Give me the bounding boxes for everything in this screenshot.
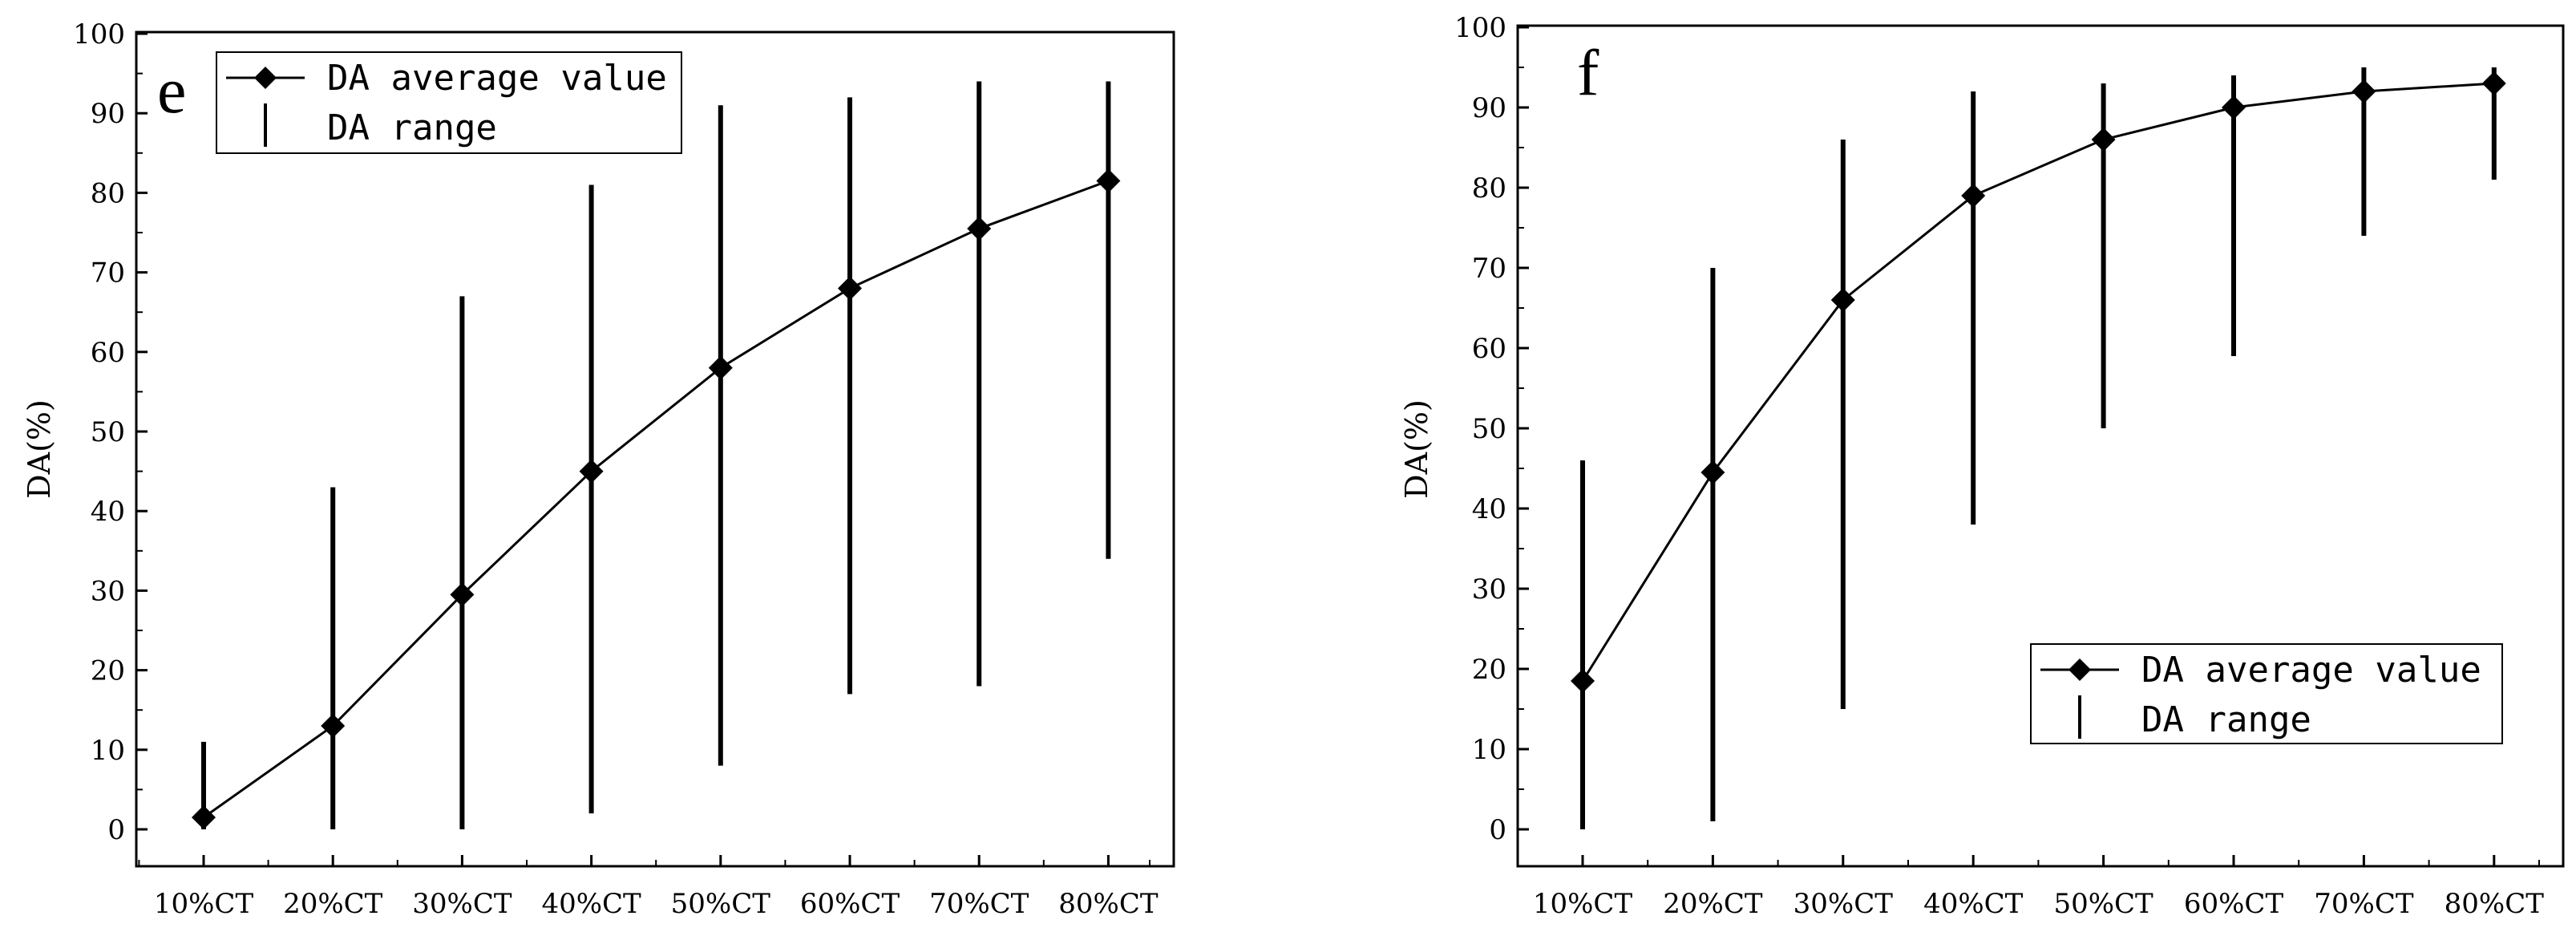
x-tick-label: 40%CT bbox=[1923, 888, 2024, 920]
y-tick-label: 0 bbox=[107, 814, 125, 846]
x-tick-label: 80%CT bbox=[1058, 888, 1159, 920]
legend-label-average: DA average value bbox=[2141, 650, 2481, 691]
average-marker bbox=[1096, 168, 1121, 193]
x-tick-label: 30%CT bbox=[1793, 888, 1894, 920]
y-tick-label: 60 bbox=[1472, 333, 1506, 365]
plot-frame bbox=[135, 30, 1175, 868]
chart-panel-e: 0 10 20 30 40 50 60 70 80 90 100 10%CT 20%CT 30%CT 40%… bbox=[22, 18, 1175, 920]
x-tick-label: 50%CT bbox=[2053, 888, 2153, 920]
chart-panel-f: 0 10 20 30 40 50 60 70 80 90 100 10%CT 20%CT 30%CT 40%… bbox=[1399, 12, 2565, 920]
y-tick-label: 90 bbox=[1472, 92, 1506, 124]
average-marker bbox=[1571, 669, 1595, 693]
average-marker bbox=[1961, 184, 1986, 208]
legend-label-range: DA range bbox=[327, 107, 497, 148]
y-tick-label: 40 bbox=[1472, 493, 1506, 525]
x-tick-label: 70%CT bbox=[2314, 888, 2414, 920]
y-tick-label: 30 bbox=[91, 575, 125, 607]
y-axis-title: DA(%) bbox=[22, 399, 57, 499]
y-tick-label: 30 bbox=[1472, 573, 1506, 606]
legend-label-average: DA average value bbox=[327, 58, 667, 99]
average-marker bbox=[1830, 288, 1855, 312]
legend-label-range: DA range bbox=[2141, 699, 2311, 740]
y-tick-label: 80 bbox=[91, 177, 125, 209]
y-tick-label: 20 bbox=[1472, 654, 1506, 686]
x-tick-label: 10%CT bbox=[1533, 888, 1633, 920]
y-tick-label: 100 bbox=[73, 18, 125, 51]
x-tick-label: 60%CT bbox=[800, 888, 900, 920]
average-marker bbox=[2352, 79, 2376, 103]
x-tick-label: 80%CT bbox=[2445, 888, 2545, 920]
legend-marker-sample bbox=[2068, 658, 2091, 681]
panel-letter: f bbox=[1577, 36, 1599, 109]
average-marker bbox=[708, 355, 733, 380]
x-tick-label: 70%CT bbox=[929, 888, 1029, 920]
x-tick-label: 20%CT bbox=[1663, 888, 1763, 920]
y-tick-label: 10 bbox=[91, 735, 125, 767]
y-tick-label: 50 bbox=[1472, 413, 1506, 445]
average-marker bbox=[2091, 128, 2116, 152]
plot-frame bbox=[1516, 24, 2565, 868]
panel-letter: e bbox=[157, 54, 186, 127]
average-marker bbox=[2481, 71, 2506, 95]
average-line bbox=[1581, 82, 2494, 682]
average-marker bbox=[1700, 460, 1725, 484]
average-marker bbox=[967, 217, 992, 241]
y-tick-label: 40 bbox=[91, 496, 125, 528]
y-tick-label: 20 bbox=[91, 655, 125, 687]
x-tick-label: 50%CT bbox=[671, 888, 771, 920]
average-marker bbox=[838, 276, 862, 301]
legend-marker-sample bbox=[254, 67, 277, 89]
x-tick-label: 40%CT bbox=[541, 888, 641, 920]
average-marker bbox=[192, 805, 216, 830]
y-axis-title: DA(%) bbox=[1399, 399, 1434, 499]
average-marker bbox=[579, 459, 604, 484]
x-tick-label: 10%CT bbox=[154, 888, 254, 920]
average-line bbox=[203, 180, 1109, 819]
average-marker bbox=[450, 582, 475, 607]
x-tick-label: 60%CT bbox=[2184, 888, 2284, 920]
y-tick-label: 70 bbox=[1472, 253, 1506, 285]
x-tick-label: 30%CT bbox=[412, 888, 512, 920]
y-tick-label: 80 bbox=[1472, 172, 1506, 205]
average-marker bbox=[321, 714, 346, 739]
y-tick-label: 100 bbox=[1454, 12, 1506, 44]
y-tick-label: 50 bbox=[91, 416, 125, 448]
y-tick-label: 70 bbox=[91, 257, 125, 290]
y-tick-label: 60 bbox=[91, 337, 125, 369]
legend-box bbox=[216, 51, 682, 154]
legend-box bbox=[2030, 643, 2503, 744]
y-tick-label: 90 bbox=[91, 98, 125, 130]
average-marker bbox=[2222, 95, 2246, 120]
x-tick-label: 20%CT bbox=[283, 888, 383, 920]
y-tick-label: 0 bbox=[1489, 814, 1506, 846]
y-tick-label: 10 bbox=[1472, 734, 1506, 766]
